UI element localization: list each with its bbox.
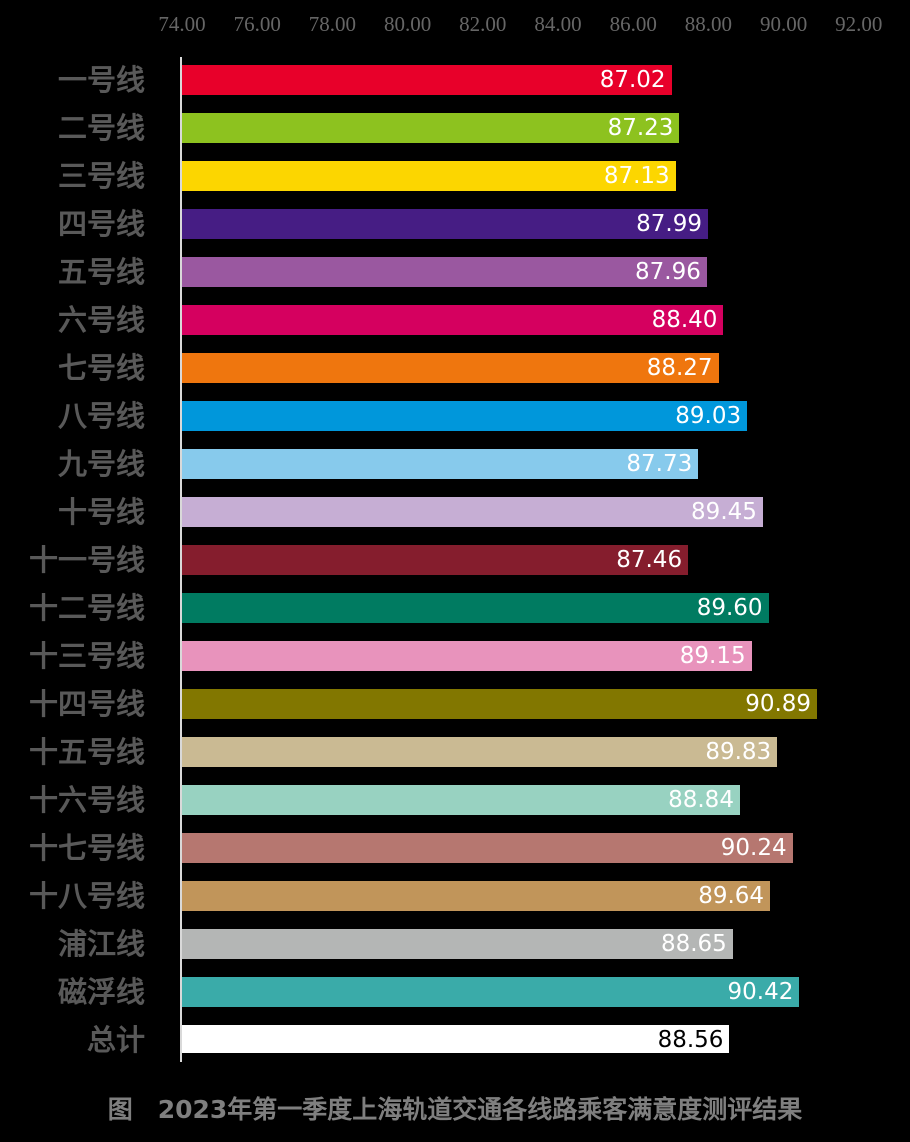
bar-row: 三号线 87.13 <box>0 159 910 193</box>
bar: 89.83 <box>182 737 778 767</box>
bar-value-label: 89.03 <box>675 403 742 429</box>
bar-value-label: 87.73 <box>626 451 693 477</box>
bar-row: 十六号线 88.84 <box>0 783 910 817</box>
bar-value-label: 89.83 <box>705 739 772 765</box>
bar-row: 十五号线 89.83 <box>0 735 910 769</box>
category-label: 总计 <box>86 1023 145 1057</box>
bar-row: 八号线 89.03 <box>0 399 910 433</box>
bar-value-label: 88.84 <box>668 787 734 813</box>
category-label: 六号线 <box>57 303 145 337</box>
bar: 88.27 <box>182 353 719 383</box>
bar: 87.02 <box>182 65 672 95</box>
category-label: 一号线 <box>57 63 145 97</box>
bar: 87.46 <box>182 545 689 575</box>
bar: 87.99 <box>182 209 709 239</box>
bar-value-label: 87.02 <box>599 67 666 93</box>
category-label: 十号线 <box>57 495 145 529</box>
bar-value-label: 89.45 <box>691 499 757 525</box>
bar-row: 十八号线 89.64 <box>0 879 910 913</box>
category-label: 七号线 <box>57 351 145 385</box>
x-axis-tick: 76.00 <box>233 12 281 36</box>
bar-value-label: 89.60 <box>696 595 763 621</box>
bar: 89.64 <box>182 881 771 911</box>
bar-value-label: 87.23 <box>607 115 674 141</box>
bar: 89.15 <box>182 641 752 671</box>
category-label: 十一号线 <box>28 543 145 577</box>
bar: 87.13 <box>182 161 676 191</box>
bar-value-label: 88.27 <box>646 355 713 381</box>
y-axis-line <box>180 57 182 1062</box>
bar: 89.60 <box>182 593 769 623</box>
bar: 87.73 <box>182 449 699 479</box>
bar-row: 十三号线 89.15 <box>0 639 910 673</box>
bar-value-label: 89.64 <box>698 883 765 909</box>
bar-value-label: 90.42 <box>727 979 794 1005</box>
x-axis-tick: 88.00 <box>684 12 733 36</box>
bar: 90.24 <box>182 833 793 863</box>
bar-value-label: 87.46 <box>616 547 683 573</box>
category-label: 二号线 <box>57 111 145 145</box>
bar-row: 五号线 87.96 <box>0 255 910 289</box>
category-label: 磁浮线 <box>57 975 145 1009</box>
bar-row: 一号线 87.02 <box>0 63 910 97</box>
bar: 88.56 <box>182 1025 730 1053</box>
bar-row: 四号线 87.99 <box>0 207 910 241</box>
x-axis-tick: 86.00 <box>609 12 657 36</box>
bar-value-label: 88.40 <box>651 307 718 333</box>
bar: 87.96 <box>182 257 707 287</box>
bar-value-label: 89.15 <box>679 643 746 669</box>
bar-row: 十二号线 89.60 <box>0 591 910 625</box>
category-label: 十三号线 <box>28 639 145 673</box>
bar: 87.23 <box>182 113 680 143</box>
x-axis-tick: 82.00 <box>459 12 507 36</box>
category-label: 四号线 <box>57 207 145 241</box>
x-axis-tick: 84.00 <box>534 12 582 36</box>
category-label: 十五号线 <box>28 735 145 769</box>
bar: 88.65 <box>182 929 733 959</box>
category-label: 浦江线 <box>57 927 145 961</box>
bar-row: 十四号线 90.89 <box>0 687 910 721</box>
bar: 89.03 <box>182 401 748 431</box>
x-axis-tick: 92.00 <box>835 12 883 36</box>
bar-value-label: 87.13 <box>603 163 670 189</box>
bar-value-label: 88.65 <box>660 931 727 957</box>
category-label: 三号线 <box>57 159 145 193</box>
category-label: 八号线 <box>57 399 145 433</box>
category-label: 十四号线 <box>28 687 145 721</box>
bar-row: 二号线 87.23 <box>0 111 910 145</box>
chart-caption: 图 2023年第一季度上海轨道交通各线路乘客满意度测评结果 <box>107 1095 803 1124</box>
category-label: 九号线 <box>57 447 145 481</box>
bar-row: 十七号线 90.24 <box>0 831 910 865</box>
bar: 88.84 <box>182 785 740 815</box>
bar-row: 六号线 88.40 <box>0 303 910 337</box>
x-axis-tick: 74.00 <box>158 12 206 36</box>
category-label: 十七号线 <box>28 831 145 865</box>
bar-value-label: 87.96 <box>635 259 701 285</box>
bar-value-label: 87.99 <box>636 211 703 237</box>
bar-row: 七号线 88.27 <box>0 351 910 385</box>
x-axis-tick: 78.00 <box>308 12 357 36</box>
bar-value-label: 88.56 <box>657 1027 724 1053</box>
bar-row: 磁浮线 90.42 <box>0 975 910 1009</box>
bar-row: 十号线 89.45 <box>0 495 910 529</box>
bar-value-label: 90.89 <box>745 691 812 717</box>
bar: 88.40 <box>182 305 724 335</box>
bar-row: 九号线 87.73 <box>0 447 910 481</box>
bar-row: 浦江线 88.65 <box>0 927 910 961</box>
category-label: 十八号线 <box>28 879 145 913</box>
bar: 89.45 <box>182 497 763 527</box>
category-label: 十二号线 <box>28 591 145 625</box>
x-axis-tick: 90.00 <box>759 12 808 36</box>
bar-row: 总计 88.56 <box>0 1023 910 1057</box>
bar-row: 十一号线 87.46 <box>0 543 910 577</box>
category-label: 十六号线 <box>28 783 145 817</box>
bar: 90.89 <box>182 689 818 719</box>
bar: 90.42 <box>182 977 800 1007</box>
bar-value-label: 90.24 <box>720 835 787 861</box>
category-label: 五号线 <box>57 255 145 289</box>
x-axis-tick: 80.00 <box>383 12 432 36</box>
